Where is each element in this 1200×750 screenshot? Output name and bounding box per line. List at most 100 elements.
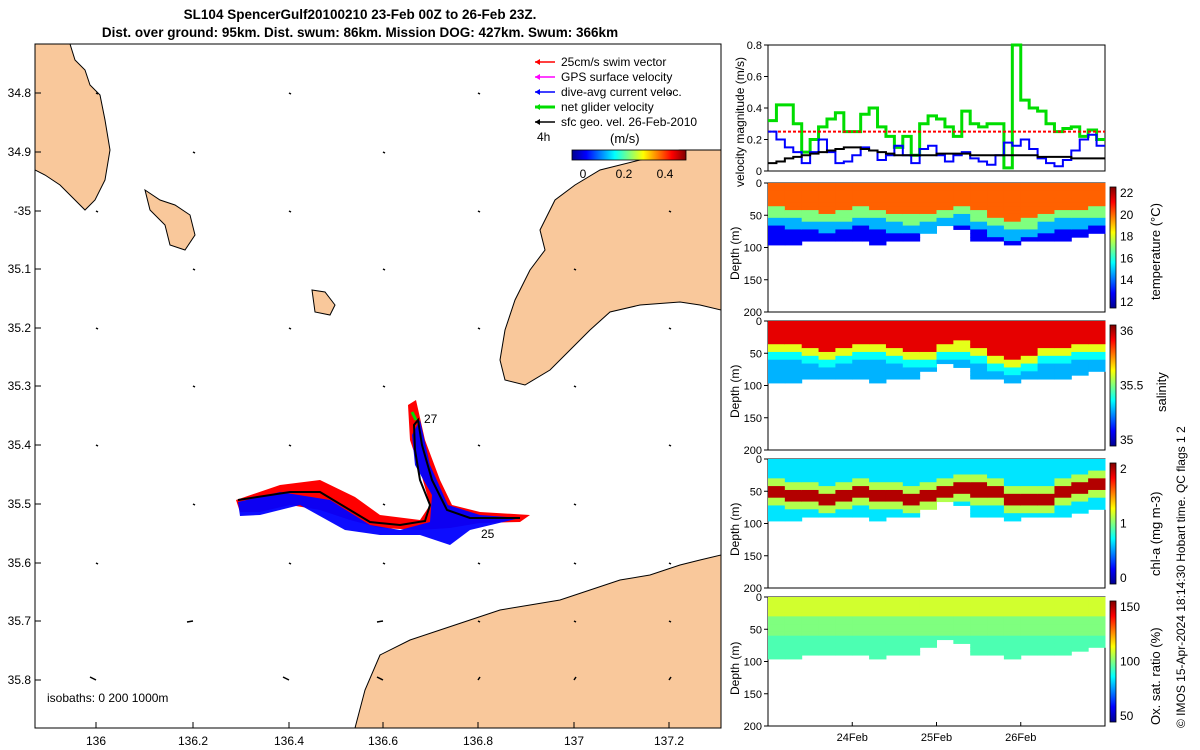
- section-cell: [970, 631, 988, 637]
- current-arrow: [668, 210, 672, 213]
- section-cell: [784, 213, 803, 219]
- section-cell: [885, 328, 904, 334]
- section-cell: [953, 213, 971, 219]
- section-cell: [852, 647, 870, 652]
- section-cell: [1088, 486, 1106, 491]
- section-cell: [768, 620, 786, 625]
- section-cell: [1037, 202, 1055, 207]
- section-cell: [1071, 324, 1089, 330]
- section-cell: [902, 371, 921, 376]
- section-cell: [987, 459, 1005, 464]
- section-cell: [818, 513, 836, 518]
- section-cell: [970, 597, 988, 602]
- section-cell: [1071, 497, 1089, 503]
- section-cell: [919, 367, 937, 372]
- section-colorbar-tick: 50: [1120, 709, 1134, 723]
- section-cell: [885, 198, 904, 203]
- section-cell: [970, 478, 988, 483]
- section-cell: [919, 351, 937, 357]
- map-colorbar-title: (m/s): [610, 131, 640, 146]
- section-cell: [818, 643, 836, 648]
- section-y-tick: 100: [744, 519, 762, 531]
- section-cell: [1071, 486, 1089, 491]
- section-cell: [1037, 612, 1055, 617]
- section-cell: [1020, 627, 1039, 633]
- current-arrow: [668, 92, 672, 95]
- section-cell: [1037, 336, 1055, 341]
- current-arrow: [477, 327, 481, 330]
- section-cell: [869, 655, 887, 660]
- section-cell: [835, 183, 853, 188]
- section-cell: [784, 221, 803, 227]
- section-cell: [869, 213, 887, 219]
- section-cell: [885, 513, 904, 518]
- section-cell: [768, 241, 786, 246]
- section-cell: [784, 466, 803, 472]
- section-cell: [869, 348, 887, 353]
- section-cell: [818, 616, 836, 621]
- section-colorbar: [1109, 462, 1117, 585]
- section-cell: [1003, 324, 1022, 330]
- section-cell: [885, 486, 904, 491]
- section-cell: [768, 194, 786, 199]
- section-cell: [1020, 624, 1039, 629]
- section-cell: [1020, 474, 1039, 479]
- section-cell: [852, 194, 870, 199]
- section-cell: [818, 237, 836, 242]
- section-cell: [919, 221, 937, 227]
- section-cell: [1003, 505, 1022, 510]
- section-cell: [869, 482, 887, 487]
- section-cell: [885, 359, 904, 365]
- section-cell: [784, 470, 803, 475]
- section-cell: [902, 482, 921, 487]
- section-cell: [987, 647, 1005, 652]
- section-cell: [987, 597, 1005, 602]
- section-cell: [818, 340, 836, 345]
- section-cell: [919, 631, 937, 637]
- section-cell: [936, 616, 954, 621]
- section-cell: [1088, 190, 1106, 196]
- section-cell: [1054, 513, 1072, 518]
- section-cell: [1037, 367, 1055, 372]
- section-cell: [1037, 348, 1055, 353]
- section-colorbar-tick: 20: [1120, 208, 1134, 222]
- section-cell: [1088, 367, 1106, 372]
- section-cell: [818, 363, 836, 368]
- section-cell: [902, 497, 921, 503]
- section-cell: [818, 486, 836, 491]
- section-cell: [885, 194, 904, 199]
- section-cell: [1054, 616, 1072, 621]
- section-cell: [801, 375, 820, 380]
- section-cell: [784, 348, 803, 353]
- section-cell: [784, 241, 803, 246]
- section-cell: [835, 375, 853, 380]
- section-cell: [885, 332, 904, 337]
- section-cell: [1003, 371, 1022, 376]
- section-cell: [885, 321, 904, 326]
- section-cell: [953, 474, 971, 479]
- section-cell: [1003, 604, 1022, 610]
- section-cell: [919, 474, 937, 479]
- velocity-series-line: [768, 146, 1105, 165]
- section-cell: [784, 371, 803, 376]
- section-cell: [1037, 351, 1055, 357]
- section-cell: [919, 466, 937, 472]
- section-cell: [784, 355, 803, 361]
- section-cell: [987, 497, 1005, 503]
- section-cell: [885, 635, 904, 641]
- section-cell: [1020, 509, 1039, 514]
- section-cell: [1071, 363, 1089, 368]
- map-y-tick: 35.2: [8, 321, 32, 335]
- section-cell: [768, 237, 786, 242]
- section-cell: [1054, 359, 1072, 365]
- current-arrow: [95, 327, 99, 330]
- land-island-1: [144, 188, 196, 251]
- section-cell: [835, 336, 853, 341]
- section-cell: [818, 332, 836, 337]
- section-cell: [768, 639, 786, 644]
- section-cell: [1054, 462, 1072, 468]
- section-cell: [1003, 351, 1022, 357]
- section-cell: [1037, 489, 1055, 495]
- section-cell: [784, 627, 803, 633]
- section-cell: [801, 612, 820, 617]
